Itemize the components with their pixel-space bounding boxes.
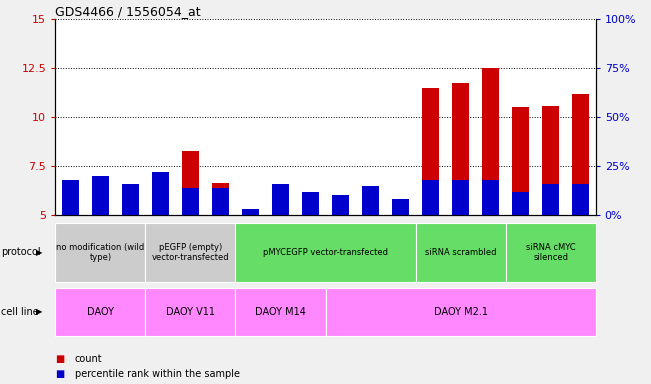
Bar <box>55 223 145 282</box>
Bar <box>415 223 506 282</box>
Text: DAOY: DAOY <box>87 307 114 317</box>
Text: ■: ■ <box>55 369 64 379</box>
Bar <box>122 184 139 215</box>
Bar <box>542 106 559 215</box>
Bar <box>92 189 109 215</box>
Bar <box>422 180 439 215</box>
Bar <box>55 288 145 336</box>
Text: DAOY M2.1: DAOY M2.1 <box>434 307 488 317</box>
Bar <box>332 201 349 215</box>
Bar <box>512 192 529 215</box>
Text: pMYCEGFP vector-transfected: pMYCEGFP vector-transfected <box>263 248 388 257</box>
Text: count: count <box>75 354 102 364</box>
Bar <box>62 194 79 215</box>
Bar <box>482 180 499 215</box>
Bar <box>272 190 289 215</box>
Bar <box>332 195 349 215</box>
Bar <box>182 151 199 215</box>
Bar <box>242 209 258 215</box>
Bar <box>152 172 169 215</box>
Bar <box>482 68 499 215</box>
Bar <box>145 288 236 336</box>
Bar <box>362 189 379 215</box>
Bar <box>122 188 139 215</box>
Bar <box>182 188 199 215</box>
Bar <box>145 223 236 282</box>
Bar <box>512 108 529 215</box>
Text: siRNA cMYC
silenced: siRNA cMYC silenced <box>526 243 575 262</box>
Bar <box>236 223 415 282</box>
Bar <box>242 211 258 215</box>
Bar <box>362 186 379 215</box>
Bar <box>572 94 589 215</box>
Text: DAOY V11: DAOY V11 <box>166 307 215 317</box>
Text: ▶: ▶ <box>36 248 42 257</box>
Text: ▶: ▶ <box>36 308 42 316</box>
Bar <box>302 192 319 215</box>
Bar <box>452 83 469 215</box>
Text: pEGFP (empty)
vector-transfected: pEGFP (empty) vector-transfected <box>152 243 229 262</box>
Bar <box>422 88 439 215</box>
Bar <box>302 194 319 215</box>
Text: ■: ■ <box>55 354 64 364</box>
Bar <box>542 184 559 215</box>
Text: no modification (wild
type): no modification (wild type) <box>56 243 145 262</box>
Bar <box>326 288 596 336</box>
Bar <box>62 180 79 215</box>
Text: GDS4466 / 1556054_at: GDS4466 / 1556054_at <box>55 5 201 18</box>
Bar <box>506 223 596 282</box>
Bar <box>152 184 169 215</box>
Bar <box>212 183 229 215</box>
Bar <box>393 203 409 215</box>
Bar <box>212 188 229 215</box>
Bar <box>92 176 109 215</box>
Bar <box>236 288 326 336</box>
Text: cell line: cell line <box>1 307 38 317</box>
Text: percentile rank within the sample: percentile rank within the sample <box>75 369 240 379</box>
Text: siRNA scrambled: siRNA scrambled <box>425 248 496 257</box>
Bar <box>272 184 289 215</box>
Bar <box>393 199 409 215</box>
Text: DAOY M14: DAOY M14 <box>255 307 306 317</box>
Text: protocol: protocol <box>1 247 40 258</box>
Bar <box>452 180 469 215</box>
Bar <box>572 184 589 215</box>
